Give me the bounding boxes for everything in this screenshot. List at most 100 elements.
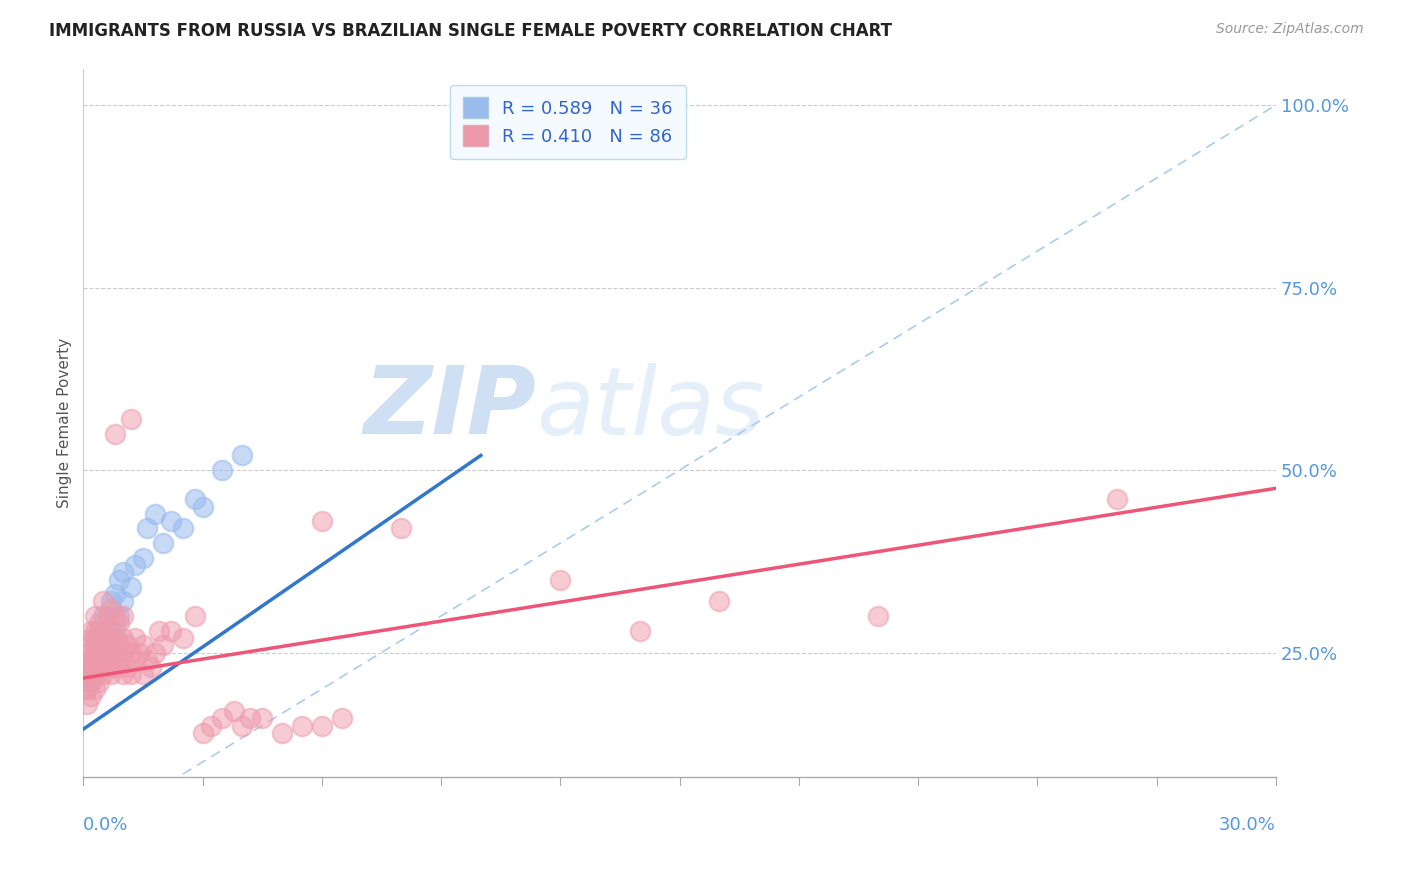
Point (76, 646, 98, 660)
Point (89, 616, 111, 631)
Text: IMMIGRANTS FROM RUSSIA VS BRAZILIAN SINGLE FEMALE POVERTY CORRELATION CHART: IMMIGRANTS FROM RUSSIA VS BRAZILIAN SING… (49, 22, 893, 40)
Point (76, 653, 98, 667)
Point (112, 631, 135, 645)
Point (132, 638, 155, 652)
Point (231, 449, 253, 463)
Point (148, 624, 170, 638)
Point (100, 667, 122, 681)
Point (76, 667, 98, 681)
Point (100, 624, 122, 638)
Point (80, 667, 103, 681)
Point (124, 558, 146, 572)
Point (89, 660, 111, 674)
Point (172, 521, 194, 535)
Point (91, 638, 114, 652)
Text: 0.0%: 0.0% (83, 815, 129, 833)
Y-axis label: Single Female Poverty: Single Female Poverty (58, 337, 72, 508)
Point (104, 426, 127, 441)
Point (389, 521, 412, 535)
Point (139, 660, 162, 674)
Point (191, 726, 214, 740)
Point (224, 704, 246, 718)
Point (84, 624, 107, 638)
Point (709, 594, 731, 608)
Point (135, 521, 157, 535)
Point (84, 646, 107, 660)
Point (239, 711, 262, 725)
Point (80, 653, 103, 667)
Point (96, 646, 118, 660)
Point (120, 412, 142, 426)
Point (76, 697, 98, 711)
Point (84, 667, 107, 681)
Point (89, 624, 111, 638)
Point (91, 631, 114, 645)
Point (112, 566, 135, 580)
Point (143, 507, 166, 521)
Point (152, 536, 174, 550)
Point (89, 674, 111, 689)
Point (80, 674, 103, 689)
Point (250, 711, 273, 725)
Point (112, 646, 135, 660)
Point (84, 609, 107, 624)
Point (159, 514, 181, 528)
Point (96, 616, 118, 631)
Point (143, 646, 166, 660)
Text: Source: ZipAtlas.com: Source: ZipAtlas.com (1216, 22, 1364, 37)
Point (91, 653, 114, 667)
Point (89, 646, 111, 660)
Point (80, 690, 103, 704)
Point (132, 667, 155, 681)
Point (124, 653, 146, 667)
Point (120, 667, 142, 681)
Point (84, 667, 107, 681)
Point (76, 667, 98, 681)
Point (108, 616, 131, 631)
Point (112, 667, 135, 681)
Point (104, 624, 127, 638)
Point (200, 718, 222, 732)
Point (100, 601, 122, 615)
Point (96, 631, 118, 645)
Point (311, 514, 333, 528)
Point (104, 646, 127, 660)
Point (76, 681, 98, 696)
Point (80, 631, 103, 645)
Point (100, 653, 122, 667)
Point (115, 660, 138, 674)
Point (191, 500, 214, 514)
Point (100, 631, 122, 645)
Point (96, 660, 118, 674)
Legend: R = 0.589   N = 36, R = 0.410   N = 86: R = 0.589 N = 36, R = 0.410 N = 86 (450, 85, 686, 159)
Point (76, 660, 98, 674)
Text: atlas: atlas (537, 363, 765, 454)
Point (100, 638, 122, 652)
Point (84, 631, 107, 645)
Point (104, 660, 127, 674)
Point (84, 681, 107, 696)
Point (211, 463, 233, 477)
Point (550, 573, 572, 587)
Point (120, 646, 142, 660)
Point (868, 609, 890, 624)
Point (135, 653, 157, 667)
Point (96, 609, 118, 624)
Point (628, 624, 651, 638)
Point (80, 653, 103, 667)
Point (231, 718, 253, 732)
Point (291, 718, 314, 732)
Point (100, 594, 122, 608)
Point (172, 631, 194, 645)
Point (91, 594, 114, 608)
Point (183, 609, 205, 624)
Point (91, 609, 114, 624)
Point (211, 711, 233, 725)
Point (108, 638, 131, 652)
Point (112, 594, 135, 608)
Point (128, 646, 150, 660)
Point (80, 674, 103, 689)
Point (271, 726, 294, 740)
Point (84, 653, 107, 667)
Text: ZIP: ZIP (364, 362, 537, 454)
